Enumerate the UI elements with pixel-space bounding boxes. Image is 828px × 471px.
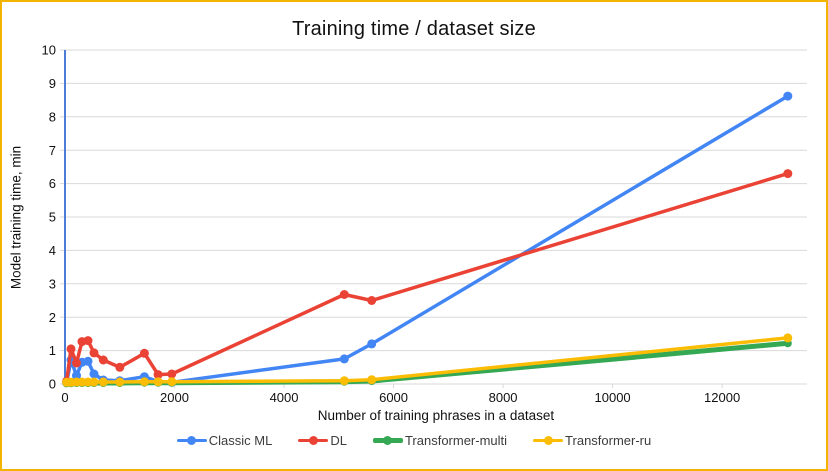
xtick-label-6000: 6000 [379, 390, 408, 405]
ytick-label-9: 9 [49, 76, 56, 91]
data-point-dl [66, 344, 76, 354]
xtick-label-0: 0 [61, 390, 68, 405]
series-markers-classic-ml [62, 91, 793, 388]
legend-label: Transformer-ru [565, 433, 652, 448]
chart-title: Training time / dataset size [292, 18, 536, 40]
legend-label: Transformer-multi [404, 433, 508, 448]
data-point-classic-ml [83, 356, 93, 366]
xtick-label-4000: 4000 [270, 390, 299, 405]
data-point-transformer-ru [153, 377, 163, 387]
data-point-transformer-ru [783, 333, 793, 343]
ytick-label-3: 3 [49, 276, 56, 291]
data-point-transformer-ru [89, 377, 99, 387]
legend-swatch-icon [298, 436, 329, 446]
legend-item-classic-ml: Classic ML [176, 433, 273, 448]
ytick-label-0: 0 [49, 377, 56, 392]
chart-legend: Classic ML DL Transformer-multi Transformer… [2, 433, 826, 448]
ytick-label-5: 5 [49, 210, 56, 225]
data-point-classic-ml [72, 371, 81, 381]
legend-label: Classic ML [208, 433, 273, 448]
series-markers-dl [62, 169, 793, 386]
xtick-label-8000: 8000 [489, 390, 518, 405]
legend-swatch-icon [176, 436, 207, 446]
legend-swatch-icon [533, 436, 564, 446]
ytick-label-8: 8 [49, 109, 56, 124]
data-point-transformer-ru [139, 377, 149, 387]
ytick-label-7: 7 [49, 143, 56, 158]
ytick-label-2: 2 [49, 310, 56, 325]
series-line-classic-ml [64, 94, 790, 385]
data-point-dl [72, 358, 81, 368]
ytick-label-1: 1 [49, 343, 56, 358]
data-point-dl [783, 169, 793, 179]
data-point-classic-ml [339, 354, 349, 364]
data-point-transformer-ru [339, 376, 349, 386]
legend-item-dl: DL [298, 433, 347, 448]
data-point-dl [139, 348, 149, 358]
data-point-dl [89, 348, 99, 358]
xtick-label-10000: 10000 [595, 390, 631, 405]
data-point-dl [367, 296, 377, 305]
legend-swatch-icon [372, 436, 403, 446]
ytick-label-6: 6 [49, 176, 56, 191]
data-point-transformer-ru [115, 377, 125, 387]
xtick-label-2000: 2000 [160, 390, 189, 405]
xtick-label-12000: 12000 [704, 390, 740, 405]
data-point-dl [339, 290, 349, 299]
data-point-classic-ml [89, 369, 99, 379]
data-point-dl [98, 355, 108, 365]
series-markers-transformer-ru [62, 333, 793, 387]
data-point-classic-ml [367, 339, 377, 349]
legend-label: DL [330, 433, 347, 448]
ytick-label-4: 4 [49, 243, 56, 258]
data-point-dl [83, 336, 93, 346]
data-point-dl [153, 370, 163, 380]
x-axis-title: Number of training phrases in a dataset [317, 408, 555, 423]
legend-item-transformer-multi: Transformer-multi [372, 433, 508, 448]
y-axis-title: Model training time, min [8, 145, 24, 290]
data-point-dl [115, 362, 125, 372]
legend-item-transformer-ru: Transformer-ru [533, 433, 651, 448]
data-point-transformer-ru [98, 377, 108, 387]
data-point-transformer-ru [367, 375, 377, 385]
data-point-classic-ml [783, 91, 793, 101]
ytick-label-10: 10 [42, 43, 56, 58]
data-point-dl [167, 369, 177, 379]
data-point-transformer-ru [167, 377, 177, 387]
